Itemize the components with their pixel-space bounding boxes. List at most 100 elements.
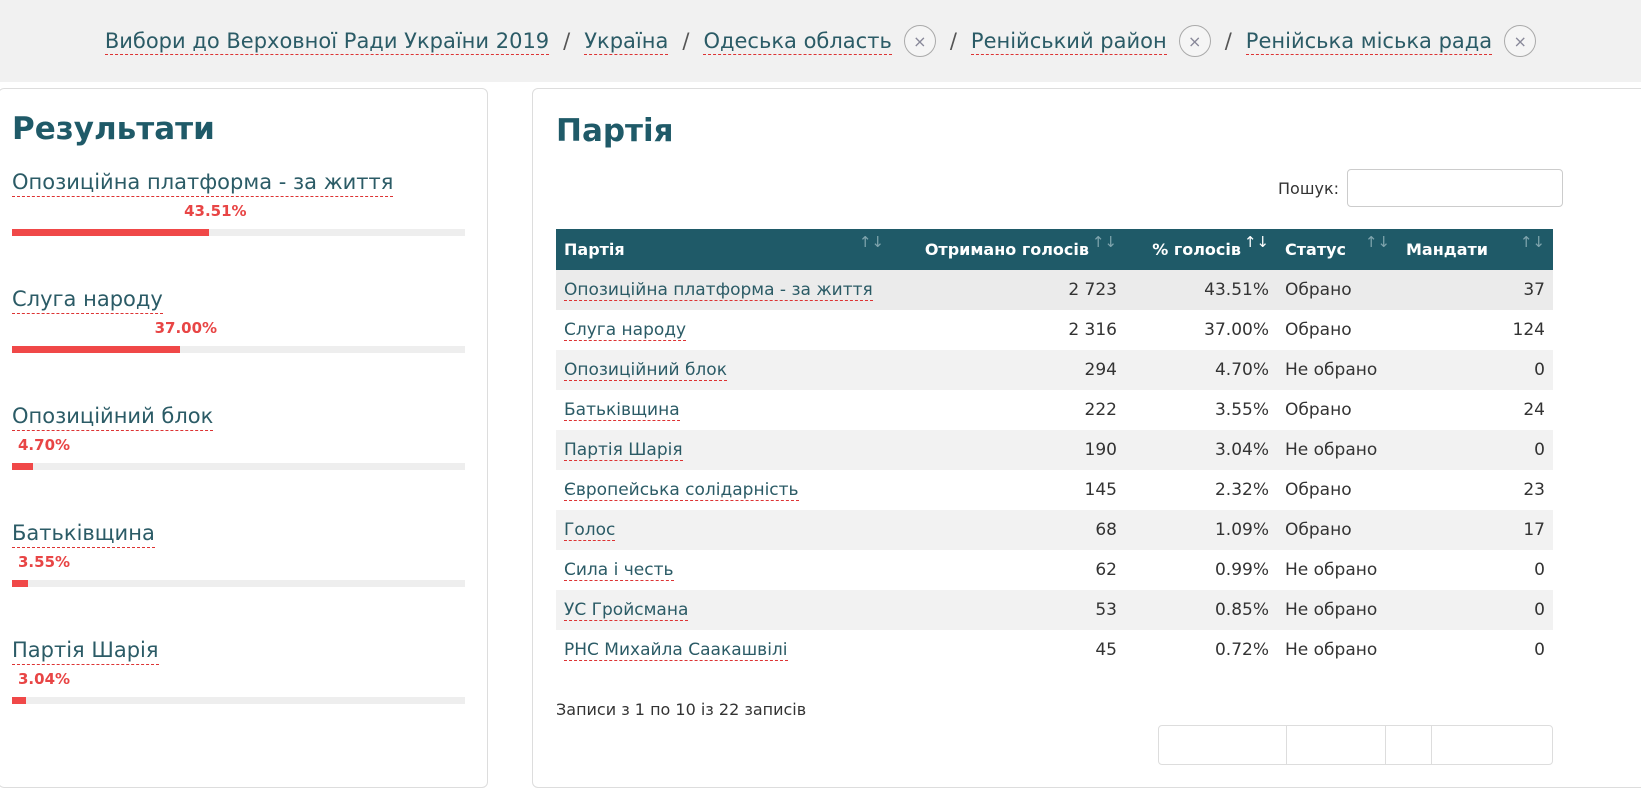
result-name[interactable]: Опозиційна платформа - за життя bbox=[12, 169, 394, 197]
close-icon[interactable]: × bbox=[1178, 25, 1211, 57]
cell-value: 2 723 bbox=[1068, 280, 1117, 300]
table-cell: Батьківщина bbox=[556, 390, 892, 430]
party-link[interactable]: Батьківщина bbox=[564, 400, 680, 421]
result-name[interactable]: Партія Шарія bbox=[12, 637, 159, 665]
table-cell: 45 bbox=[892, 630, 1125, 670]
party-link[interactable]: Сила і честь bbox=[564, 560, 674, 581]
result-bar bbox=[12, 463, 465, 470]
cell-value: 0 bbox=[1534, 360, 1545, 380]
table-cell: Не обрано bbox=[1277, 350, 1398, 390]
cell-value: 2 316 bbox=[1068, 320, 1117, 340]
table-cell: Обрано bbox=[1277, 510, 1398, 550]
column-header[interactable]: % голосів ↑↓ bbox=[1125, 229, 1277, 270]
table-cell: 2 316 bbox=[892, 310, 1125, 350]
column-header[interactable]: Статус ↑↓ bbox=[1277, 229, 1398, 270]
table-cell: 0 bbox=[1398, 430, 1553, 470]
party-link[interactable]: УС Гройсмана bbox=[564, 600, 689, 621]
party-link[interactable]: Європейська солідарність bbox=[564, 480, 799, 501]
search: Пошук: bbox=[1278, 169, 1563, 207]
party-link[interactable]: Опозиційна платформа - за життя bbox=[564, 280, 873, 301]
party-title: Партія bbox=[556, 113, 674, 149]
close-icon[interactable]: × bbox=[903, 25, 936, 57]
result-name[interactable]: Слуга народу bbox=[12, 286, 163, 314]
close-icon[interactable]: × bbox=[1504, 25, 1537, 57]
table-row: УС Гройсмана 53 0.85% Не обрано 0 bbox=[556, 590, 1553, 630]
table-cell: 62 bbox=[892, 550, 1125, 590]
cell-value: Обрано bbox=[1285, 480, 1352, 500]
cell-value: 53 bbox=[1095, 600, 1117, 620]
table-row: РНС Михайла Саакашвілі 45 0.72% Не обрано 0 bbox=[556, 630, 1553, 670]
table-cell: 222 bbox=[892, 390, 1125, 430]
sort-icon: ↑↓ bbox=[1364, 233, 1390, 251]
column-label: % голосів bbox=[1152, 240, 1241, 259]
table-cell: 124 bbox=[1398, 310, 1553, 350]
table-cell: 0 bbox=[1398, 550, 1553, 590]
cell-value: 24 bbox=[1523, 400, 1545, 420]
cell-value: 0.99% bbox=[1214, 560, 1269, 580]
table-cell: 0.85% bbox=[1125, 590, 1277, 630]
table-cell: Опозиційна платформа - за життя bbox=[556, 270, 892, 310]
cell-value: 45 bbox=[1095, 640, 1117, 660]
table-cell: 24 bbox=[1398, 390, 1553, 430]
party-link[interactable]: Партія Шарія bbox=[564, 440, 683, 461]
result-bar-fill bbox=[12, 580, 29, 587]
sort-icon: ↑↓ bbox=[1091, 233, 1117, 251]
table-cell: 43.51% bbox=[1125, 270, 1277, 310]
breadcrumb-item[interactable]: Вибори до Верховної Ради України 2019 bbox=[104, 28, 550, 55]
breadcrumb-item[interactable]: Україна bbox=[584, 28, 669, 55]
breadcrumb: Вибори до Верховної Ради України 2019 / Ук… bbox=[0, 0, 1641, 82]
results-title: Результати bbox=[12, 111, 215, 147]
search-input[interactable] bbox=[1347, 169, 1563, 207]
breadcrumb-item[interactable]: Ренійський район bbox=[970, 28, 1167, 55]
party-link[interactable]: Голос bbox=[564, 520, 616, 541]
breadcrumb-separator: / bbox=[682, 29, 690, 53]
result-bar-fill bbox=[12, 229, 210, 236]
result-item: Опозиційний блок 4.70% bbox=[12, 381, 465, 498]
pagination[interactable] bbox=[1158, 725, 1553, 765]
table-cell: УС Гройсмана bbox=[556, 590, 892, 630]
party-link[interactable]: РНС Михайла Саакашвілі bbox=[564, 640, 788, 661]
table-cell: 4.70% bbox=[1125, 350, 1277, 390]
table-cell: 0 bbox=[1398, 630, 1553, 670]
table-cell: 37.00% bbox=[1125, 310, 1277, 350]
cell-value: Не обрано bbox=[1285, 360, 1378, 380]
result-name[interactable]: Батьківщина bbox=[12, 520, 155, 548]
result-percent: 3.04% bbox=[18, 670, 71, 688]
column-header[interactable]: Отримано голосів ↑↓ bbox=[892, 229, 1125, 270]
table-cell: Слуга народу bbox=[556, 310, 892, 350]
table-cell: 3.04% bbox=[1125, 430, 1277, 470]
cell-value: 0.72% bbox=[1214, 640, 1269, 660]
result-bar bbox=[12, 229, 465, 236]
table-cell: Не обрано bbox=[1277, 590, 1398, 630]
table-cell: Обрано bbox=[1277, 310, 1398, 350]
cell-value: 37.00% bbox=[1204, 320, 1269, 340]
cell-value: 0 bbox=[1534, 560, 1545, 580]
table-cell: 0.72% bbox=[1125, 630, 1277, 670]
result-name[interactable]: Опозиційний блок bbox=[12, 403, 214, 431]
table-cell: Не обрано bbox=[1277, 630, 1398, 670]
breadcrumb-item[interactable]: Одеська область bbox=[703, 28, 892, 55]
table-cell: Опозиційний блок bbox=[556, 350, 892, 390]
table-row: Голос 68 1.09% Обрано 17 bbox=[556, 510, 1553, 550]
breadcrumb-item[interactable]: Ренійська міська рада bbox=[1245, 28, 1493, 55]
result-bar bbox=[12, 697, 465, 704]
table-cell: Голос bbox=[556, 510, 892, 550]
party-link[interactable]: Опозиційний блок bbox=[564, 360, 727, 381]
cell-value: 294 bbox=[1084, 360, 1117, 380]
party-link[interactable]: Слуга народу bbox=[564, 320, 687, 341]
cell-value: 190 bbox=[1084, 440, 1117, 460]
results-panel: Результати Опозиційна платформа - за жит… bbox=[0, 88, 488, 788]
result-percent: 3.55% bbox=[18, 553, 71, 571]
cell-value: 37 bbox=[1523, 280, 1545, 300]
cell-value: 3.04% bbox=[1214, 440, 1269, 460]
column-header[interactable]: Мандати ↑↓ bbox=[1398, 229, 1553, 270]
cell-value: 222 bbox=[1084, 400, 1117, 420]
table-row: Слуга народу 2 316 37.00% Обрано 124 bbox=[556, 310, 1553, 350]
column-header[interactable]: Партія ↑↓ bbox=[556, 229, 892, 270]
table-info: Записи з 1 по 10 із 22 записів bbox=[556, 700, 807, 719]
result-bar-fill bbox=[12, 346, 180, 353]
breadcrumb-separator: / bbox=[563, 29, 571, 53]
cell-value: 62 bbox=[1095, 560, 1117, 580]
table-cell: 145 bbox=[892, 470, 1125, 510]
table-cell: 2 723 bbox=[892, 270, 1125, 310]
